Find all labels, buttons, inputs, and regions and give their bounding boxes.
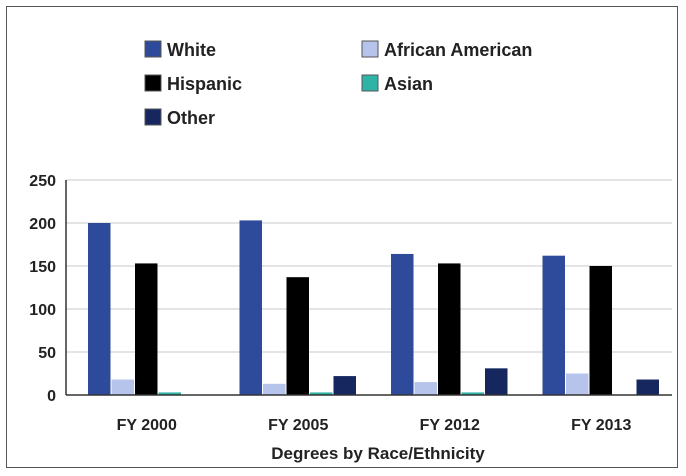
legend-label-african-american: African American bbox=[384, 40, 532, 60]
y-tick-label: 250 bbox=[29, 173, 56, 190]
legend: White African American Hispanic Asian Other bbox=[144, 40, 532, 128]
legend-swatch-asian bbox=[361, 74, 379, 92]
bar-hispanic-fy-2000 bbox=[135, 263, 158, 395]
bar-other-fy-2013 bbox=[636, 379, 659, 395]
y-tick-label: 50 bbox=[38, 345, 56, 362]
bar-white-fy-2005 bbox=[239, 220, 262, 395]
bar-african-american-fy-2012 bbox=[414, 382, 437, 395]
legend-label-white: White bbox=[167, 40, 216, 60]
x-tick-label: FY 2012 bbox=[420, 417, 480, 434]
legend-swatch-african-american bbox=[361, 40, 379, 58]
grid bbox=[66, 179, 672, 353]
legend-label-asian: Asian bbox=[384, 74, 433, 94]
x-tick-label: FY 2000 bbox=[117, 417, 177, 434]
bar-other-fy-2005 bbox=[333, 376, 356, 395]
bar-asian-fy-2000 bbox=[158, 392, 181, 395]
bar-african-american-fy-2000 bbox=[111, 379, 134, 395]
legend-swatch-other bbox=[144, 108, 162, 126]
x-tick-label: FY 2013 bbox=[571, 417, 631, 434]
bar-white-fy-2000 bbox=[88, 223, 111, 395]
axes bbox=[65, 180, 672, 396]
bar-white-fy-2012 bbox=[391, 253, 414, 395]
legend-swatch-hispanic bbox=[144, 74, 162, 92]
x-axis-label: Degrees by Race/Ethnicity bbox=[271, 444, 485, 463]
bar-hispanic-fy-2005 bbox=[286, 277, 309, 395]
bar-african-american-fy-2005 bbox=[263, 383, 286, 395]
bar-other-fy-2012 bbox=[485, 368, 508, 395]
y-tick-label: 0 bbox=[47, 388, 56, 405]
bar-hispanic-fy-2013 bbox=[589, 266, 612, 395]
bar-african-american-fy-2013 bbox=[566, 373, 589, 395]
y-tick-label: 100 bbox=[29, 302, 56, 319]
bars bbox=[88, 220, 659, 395]
legend-label-hispanic: Hispanic bbox=[167, 74, 242, 94]
bar-hispanic-fy-2012 bbox=[438, 263, 461, 395]
bar-white-fy-2013 bbox=[542, 255, 565, 395]
x-tick-label: FY 2005 bbox=[268, 417, 328, 434]
y-tick-label: 200 bbox=[29, 216, 56, 233]
x-axis: FY 2000 FY 2005 FY 2012 FY 2013 bbox=[117, 417, 632, 434]
legend-label-other: Other bbox=[167, 108, 215, 128]
bar-asian-fy-2005 bbox=[310, 392, 333, 395]
y-tick-label: 150 bbox=[29, 259, 56, 276]
legend-swatch-white bbox=[144, 40, 162, 58]
y-axis: 0 50 100 150 200 250 bbox=[29, 173, 56, 405]
bar-asian-fy-2012 bbox=[461, 392, 484, 395]
